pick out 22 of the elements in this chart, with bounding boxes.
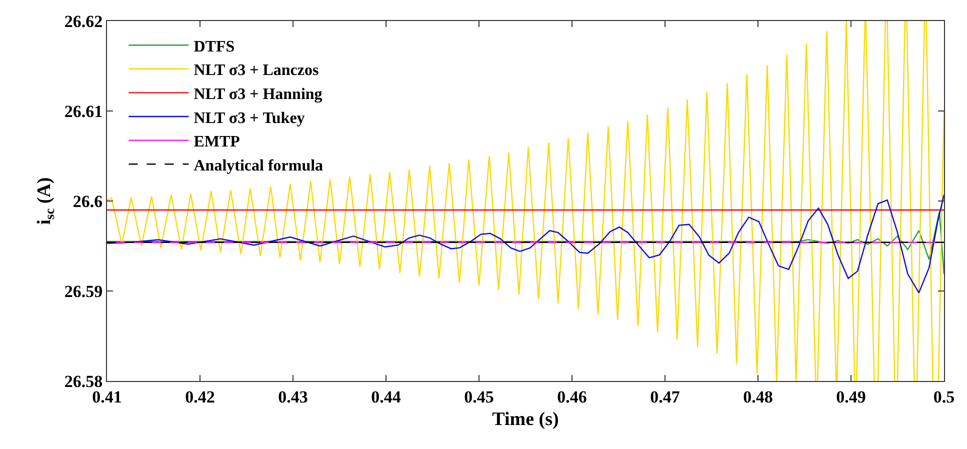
x-tick-label: 0.49 [836,387,866,406]
x-tick-label: 0.45 [464,387,494,406]
legend-label: EMTP [194,134,240,151]
x-tick-label: 0.42 [185,387,215,406]
x-tick-label: 0.43 [278,387,308,406]
y-tick-label: 26.59 [64,282,103,301]
legend-label: DTFS [194,38,235,56]
legend-label: Analytical formula [194,157,324,174]
x-tick-label: 0.44 [371,387,402,406]
x-tick-label: 0.46 [557,387,587,406]
x-tick-label: 0.47 [650,387,680,406]
y-tick-label: 26.6 [72,192,103,211]
legend-label: NLT σ3 + Hanning [194,86,322,103]
x-axis-title: Time (s) [492,409,559,430]
x-tick-label: 0.48 [743,387,773,406]
line-series [107,211,944,274]
line-series [107,194,944,294]
legend-label: NLT σ3 + Lanczos [194,62,319,80]
y-tick-label: 26.61 [64,102,103,121]
legend-label: NLT σ3 + Tukey [194,110,305,127]
x-tick-label: 0.5 [933,387,955,406]
y-tick-label: 26.62 [64,12,103,31]
